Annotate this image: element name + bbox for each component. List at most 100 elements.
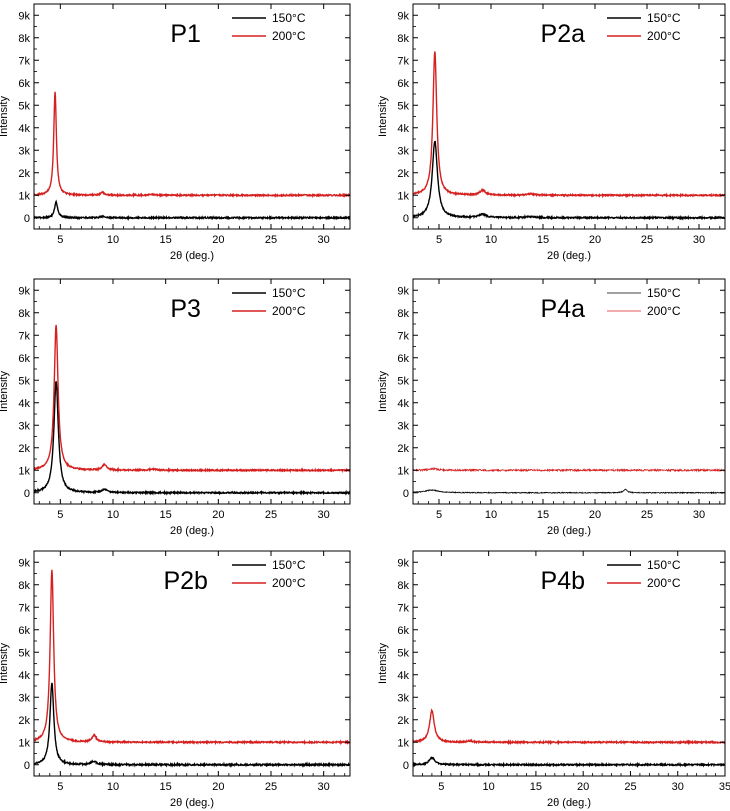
y-tick-label: 6k xyxy=(18,78,30,90)
y-tick-label: 5k xyxy=(18,647,30,659)
y-axis-title: Intensity xyxy=(377,643,389,684)
panel-title: P2a xyxy=(541,20,586,48)
y-tick-label: 1k xyxy=(18,737,30,749)
y-tick-label: 9k xyxy=(18,10,30,22)
y-tick-label: 2k xyxy=(397,168,409,180)
panel-title: P4a xyxy=(541,295,586,323)
y-tick-label: 6k xyxy=(18,625,30,637)
x-axis-title: 2θ (deg.) xyxy=(170,250,214,262)
series-line-p1-150-c xyxy=(34,199,350,221)
y-tick-label: 3k xyxy=(397,692,409,704)
y-tick-label: 3k xyxy=(397,420,409,432)
x-tick-label: 10 xyxy=(107,234,119,246)
y-tick-label: 1k xyxy=(18,190,30,202)
y-tick-label: 1k xyxy=(397,190,409,202)
legend-label-150-c: 150°C xyxy=(272,286,306,300)
x-tick-label: 25 xyxy=(265,781,277,793)
x-axis-title: 2θ (deg.) xyxy=(547,525,591,537)
y-tick-label: 0 xyxy=(24,213,30,225)
y-tick-label: 5k xyxy=(397,647,409,659)
y-tick-label: 8k xyxy=(18,33,30,45)
x-tick-label: 20 xyxy=(212,234,224,246)
x-tick-label: 30 xyxy=(318,781,330,793)
panel-p4b: 5 10 15 20 25 30 35 0 1k 2k 3k 4k 5k 6k 7k 8k 9k 2θ (deg.… xyxy=(377,550,730,809)
x-tick-label: 25 xyxy=(624,781,636,793)
panel-p2a: 5 10 15 20 25 30 0 1k 2k 3k 4k 5k 6k 7k 8k 9k 2θ (deg.) I… xyxy=(377,3,726,262)
legend-label-200-c: 200°C xyxy=(272,29,306,43)
y-tick-label: 6k xyxy=(18,353,30,365)
y-tick-label: 5k xyxy=(18,100,30,112)
y-tick-label: 7k xyxy=(18,55,30,67)
x-tick-label: 20 xyxy=(589,234,601,246)
x-tick-label: 30 xyxy=(318,509,330,521)
y-tick-label: 7k xyxy=(18,330,30,342)
y-tick-label: 4k xyxy=(18,123,30,135)
y-tick-label: 9k xyxy=(18,557,30,569)
legend-label-200-c: 200°C xyxy=(647,29,681,43)
y-axis-title: Intensity xyxy=(377,96,389,137)
y-tick-label: 8k xyxy=(18,580,30,592)
y-tick-label: 3k xyxy=(397,145,409,157)
x-axis-title: 2θ (deg.) xyxy=(170,797,214,809)
panel-title: P1 xyxy=(170,20,201,48)
x-tick-label: 25 xyxy=(641,509,653,521)
y-tick-label: 1k xyxy=(397,737,409,749)
series-line-p4b-150-c xyxy=(413,756,725,768)
y-axis-title: Intensity xyxy=(0,371,10,412)
x-tick-label: 25 xyxy=(265,234,277,246)
series-line-p1-200-c xyxy=(34,91,350,199)
x-axis-title: 2θ (deg.) xyxy=(547,797,591,809)
y-tick-label: 0 xyxy=(403,213,409,225)
x-tick-label: 15 xyxy=(537,234,549,246)
x-axis-title: 2θ (deg.) xyxy=(170,525,214,537)
x-tick-label: 5 xyxy=(436,234,442,246)
y-tick-label: 2k xyxy=(397,715,409,727)
y-tick-label: 4k xyxy=(397,398,409,410)
y-tick-label: 5k xyxy=(18,375,30,387)
x-axis-title: 2θ (deg.) xyxy=(547,250,591,262)
panel-title: P3 xyxy=(170,295,201,323)
y-tick-label: 4k xyxy=(18,670,30,682)
x-tick-label: 15 xyxy=(160,234,172,246)
y-tick-label: 0 xyxy=(403,760,409,772)
legend-label-150-c: 150°C xyxy=(272,11,306,25)
x-tick-label: 30 xyxy=(693,234,705,246)
y-tick-label: 7k xyxy=(397,602,409,614)
x-tick-label: 30 xyxy=(693,509,705,521)
legend-label-150-c: 150°C xyxy=(647,558,681,572)
y-tick-label: 4k xyxy=(18,398,30,410)
series-line-p2b-200-c xyxy=(34,569,350,746)
x-tick-label: 20 xyxy=(589,509,601,521)
y-tick-label: 8k xyxy=(397,308,409,320)
x-tick-label: 25 xyxy=(265,509,277,521)
x-tick-label: 15 xyxy=(537,509,549,521)
y-axis-title: Intensity xyxy=(0,643,10,684)
legend-label-150-c: 150°C xyxy=(272,558,306,572)
x-tick-label: 30 xyxy=(672,781,684,793)
x-tick-label: 15 xyxy=(160,509,172,521)
y-tick-label: 4k xyxy=(397,670,409,682)
series-line-p2a-150-c xyxy=(413,140,725,221)
y-tick-label: 6k xyxy=(397,625,409,637)
y-tick-label: 3k xyxy=(18,692,30,704)
y-tick-label: 1k xyxy=(397,465,409,477)
y-tick-label: 7k xyxy=(397,55,409,67)
y-tick-label: 9k xyxy=(397,557,409,569)
y-tick-label: 6k xyxy=(397,78,409,90)
y-axis-title: Intensity xyxy=(0,96,10,137)
panel-title: P2b xyxy=(163,567,207,595)
x-tick-label: 10 xyxy=(107,509,119,521)
y-tick-label: 0 xyxy=(24,488,30,500)
y-tick-label: 2k xyxy=(18,168,30,180)
y-tick-label: 9k xyxy=(397,285,409,297)
x-tick-label: 15 xyxy=(160,781,172,793)
y-tick-label: 7k xyxy=(397,330,409,342)
x-tick-label: 20 xyxy=(577,781,589,793)
x-tick-label: 10 xyxy=(485,234,497,246)
legend-label-150-c: 150°C xyxy=(647,286,681,300)
panel-p3: 5 10 15 20 25 30 0 1k 2k 3k 4k 5k 6k 7k 8k 9k 2θ (deg.) I… xyxy=(0,278,351,537)
legend-label-150-c: 150°C xyxy=(647,11,681,25)
y-tick-label: 0 xyxy=(24,760,30,772)
y-tick-label: 5k xyxy=(397,100,409,112)
